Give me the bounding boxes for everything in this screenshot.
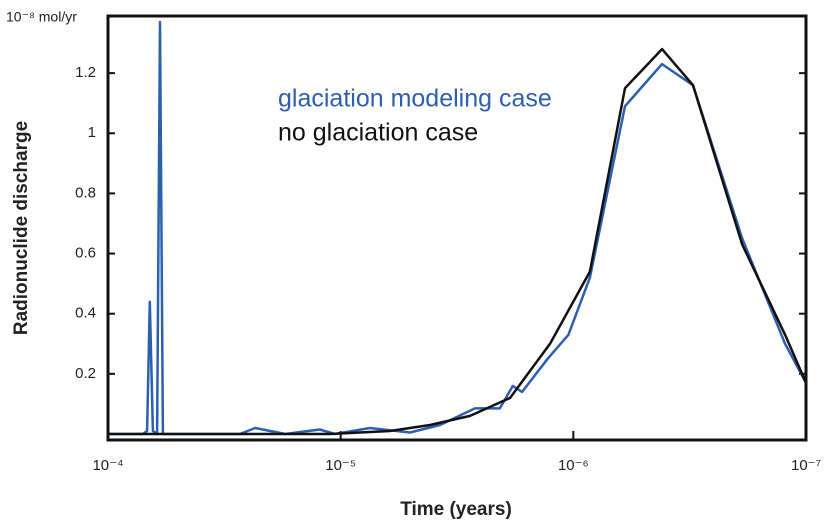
y-tick-label: 1 xyxy=(88,124,96,141)
y-tick-label: 1.2 xyxy=(75,64,96,81)
x-tick-label: 10⁻⁶ xyxy=(558,457,589,474)
x-tick-label: 10⁻⁴ xyxy=(92,457,123,474)
plot-frame xyxy=(106,14,808,442)
x-tick-label: 10⁻⁵ xyxy=(325,457,356,474)
x-axis-label: Time (years) xyxy=(400,499,512,520)
y-tick-label: 0.6 xyxy=(75,245,96,262)
data-line xyxy=(108,47,808,436)
legend-entry: no glaciation case xyxy=(278,119,478,147)
y-tick-label: 0.2 xyxy=(75,365,96,382)
x-tick-label: 10⁻⁷ xyxy=(791,457,821,474)
y-tick-label: 0.8 xyxy=(75,184,96,201)
y-axis-label: Radionuclide discharge xyxy=(11,121,32,335)
unit-label: 10⁻⁸ mol/yr xyxy=(6,9,77,25)
legend-entry: glaciation modeling case xyxy=(278,85,552,113)
y-tick-label: 0.4 xyxy=(75,305,96,322)
